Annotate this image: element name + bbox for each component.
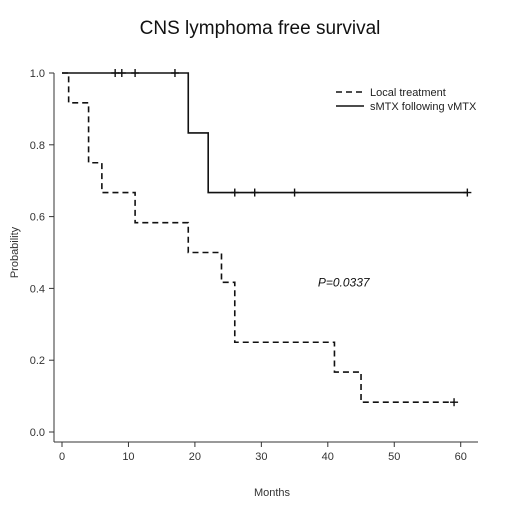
x-tick-label: 50 [388,451,400,463]
y-tick-label: 1.0 [30,68,45,80]
series-layer [62,69,472,407]
x-tick-label: 60 [455,451,467,463]
x-tick-label: 30 [255,451,267,463]
y-tick-label: 0.4 [30,283,45,295]
x-tick-label: 0 [59,451,65,463]
series-1 [62,72,459,407]
y-tick-label: 0.0 [30,427,45,439]
legend-label-2: sMTX following vMTX [370,101,477,113]
x-tick-label: 10 [122,451,134,463]
y-tick-label: 0.6 [30,212,45,224]
chart-title: CNS lymphoma free survival [139,18,381,39]
series-2 [62,69,472,197]
y-tick-label: 0.2 [30,355,45,367]
y-tick-label: 0.8 [30,140,45,152]
y-axis-label: Probability [9,226,21,278]
axes: 0.0 0.2 0.4 0.6 0.8 1.0 0 10 20 30 40 50 60 [30,68,478,463]
p-value-annotation: P=0.0337 [318,276,371,290]
x-tick-label: 40 [322,451,334,463]
x-tick-label: 20 [189,451,201,463]
legend-label-1: Local treatment [370,87,446,99]
survival-curve-1 [62,72,455,404]
x-axis-label: Months [254,487,291,499]
legend: Local treatment sMTX following vMTX [336,87,477,113]
